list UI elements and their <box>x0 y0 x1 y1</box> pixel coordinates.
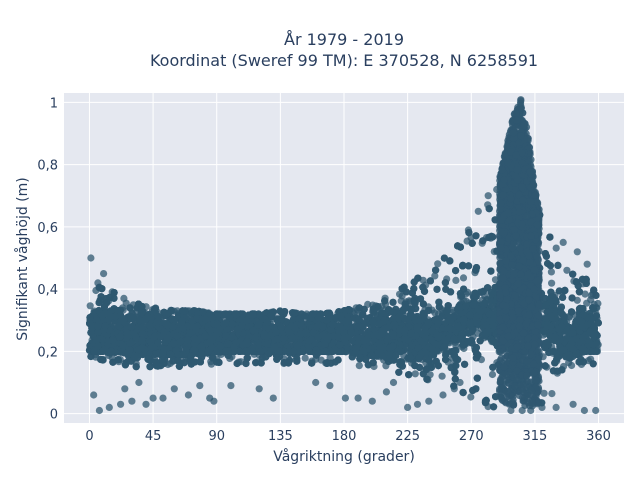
data-point <box>452 276 460 284</box>
data-point <box>548 279 556 287</box>
data-point <box>438 372 446 380</box>
data-point <box>452 341 460 349</box>
data-points <box>85 96 602 415</box>
data-point <box>548 390 556 398</box>
data-point <box>411 370 419 378</box>
data-point <box>594 299 602 308</box>
data-point <box>547 268 556 276</box>
chart-subtitle: Koordinat (Sweref 99 TM): E 370528, N 62… <box>150 51 538 70</box>
data-point <box>563 266 571 274</box>
data-point <box>301 354 309 362</box>
data-point <box>396 290 404 298</box>
data-point <box>431 272 439 280</box>
data-point <box>459 274 468 282</box>
data-point <box>581 290 589 298</box>
data-point <box>540 389 548 397</box>
chart-title: År 1979 - 2019 <box>284 30 404 49</box>
data-point <box>552 244 560 252</box>
data-point <box>488 370 497 379</box>
data-point <box>467 393 475 401</box>
data-point <box>355 362 363 370</box>
data-point <box>86 302 94 310</box>
data-point <box>434 260 442 268</box>
data-point <box>431 309 439 317</box>
